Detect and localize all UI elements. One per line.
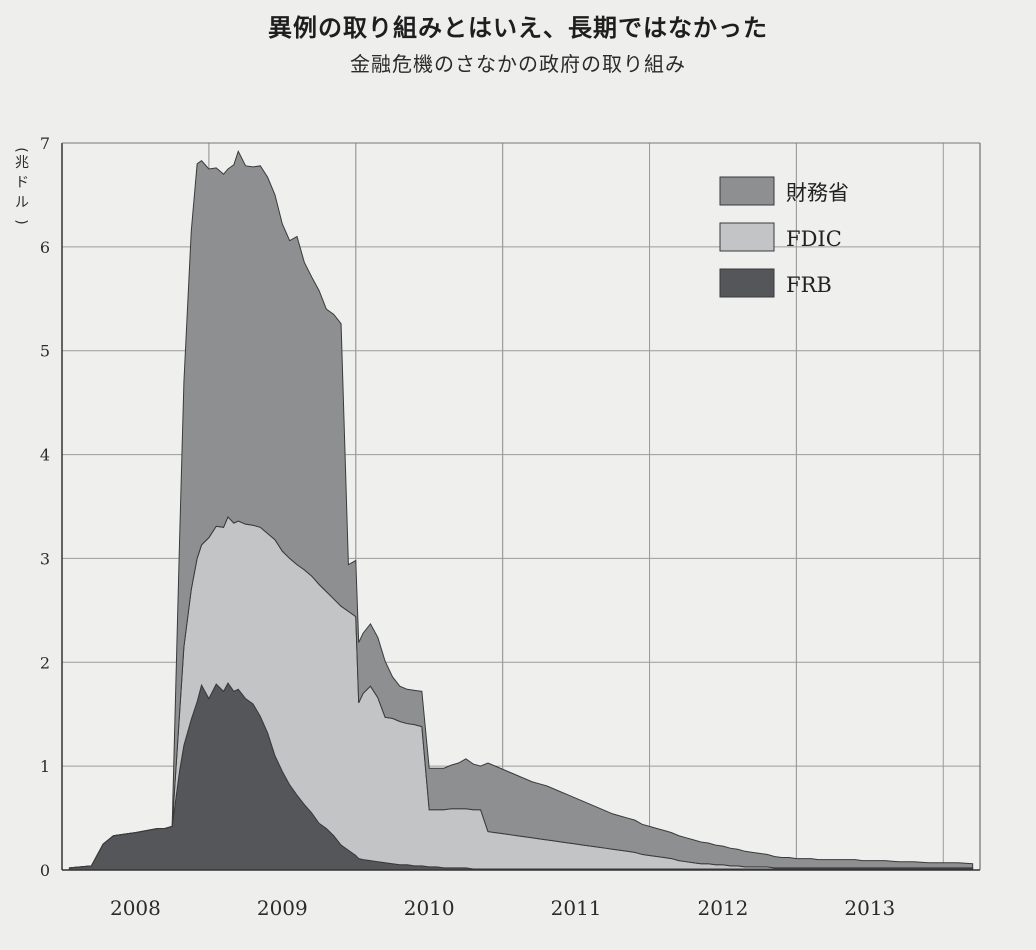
chart-title: 異例の取り組みとはいえ、長期ではなかった: [268, 14, 768, 42]
axes: [61, 142, 981, 871]
legend-label: 財務省: [786, 181, 849, 205]
y-unit-char: ド: [15, 175, 29, 191]
x-tick-label: 2013: [844, 896, 895, 920]
x-tick-labels: 2008 2009 2010 2011 2012 2013: [110, 896, 895, 920]
legend-swatch: [719, 268, 775, 298]
area-series-treasury: [69, 150, 974, 869]
y-unit-char: (: [13, 147, 29, 152]
y-tick-labels: 0 1 2 3 4 5 6 7: [40, 134, 50, 880]
y-tick-label: 1: [40, 757, 50, 776]
y-unit-char: 兆: [15, 155, 29, 171]
legend: 財務省 FDIC FRB: [719, 176, 849, 298]
x-tick-label: 2012: [698, 896, 749, 920]
x-tick-label: 2009: [257, 896, 308, 920]
y-unit-char: ル: [15, 195, 29, 211]
legend-label: FDIC: [786, 227, 842, 251]
y-tick-label: 4: [40, 446, 50, 465]
x-tick-label: 2011: [551, 896, 602, 920]
y-tick-label: 6: [40, 238, 50, 257]
y-unit-char: ): [13, 219, 29, 224]
y-tick-label: 2: [40, 653, 50, 672]
chart-subtitle: 金融危機のさなかの政府の取り組み: [350, 52, 686, 76]
legend-swatch: [719, 176, 775, 206]
legend-swatch: [719, 222, 775, 252]
y-tick-label: 7: [40, 134, 50, 153]
x-tick-label: 2008: [110, 896, 161, 920]
legend-label: FRB: [786, 273, 832, 297]
y-axis-unit-label: ( 兆ドル): [13, 147, 29, 224]
x-tick-label: 2010: [404, 896, 455, 920]
y-tick-label: 5: [40, 342, 50, 361]
y-tick-label: 3: [40, 549, 50, 568]
y-tick-label: 0: [40, 861, 50, 880]
